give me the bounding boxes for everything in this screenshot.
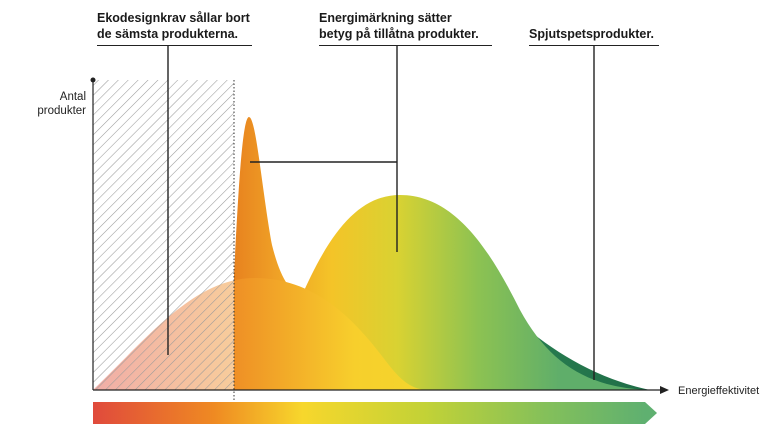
energy-label-annotation-line-1: Energimärkning sätter (319, 11, 452, 25)
top-products-annotation: Spjutspetsprodukter. (529, 26, 654, 42)
top-products-underline (529, 45, 659, 46)
ecodesign-annotation-line-1: Ekodesignkrav sållar bort (97, 11, 250, 25)
efficiency-scale-arrow (93, 402, 657, 424)
x-axis-arrowhead (660, 386, 669, 394)
energy-label-annotation-line-2: betyg på tillåtna produkter. (319, 27, 479, 41)
ecodesign-underline (97, 45, 252, 46)
ecodesign-hatch (93, 80, 234, 390)
y-axis-dot (90, 77, 96, 83)
labelled-products-curve (300, 195, 650, 390)
energy-label-underline (319, 45, 492, 46)
energy-label-annotation: Energimärkning sätter betyg på tillåtna … (319, 10, 479, 42)
x-axis-label: Energieffektivitet (678, 385, 760, 397)
y-axis-label: Antal produkter (24, 90, 86, 118)
y-axis-label-line-2: produkter (37, 105, 86, 117)
ecodesign-annotation: Ekodesignkrav sållar bort de sämsta prod… (97, 10, 250, 42)
top-products-annotation-line-1: Spjutspetsprodukter. (529, 27, 655, 41)
y-axis-label-line-1: Antal (59, 91, 86, 103)
ecodesign-annotation-line-2: de sämsta produkterna. (97, 27, 239, 41)
